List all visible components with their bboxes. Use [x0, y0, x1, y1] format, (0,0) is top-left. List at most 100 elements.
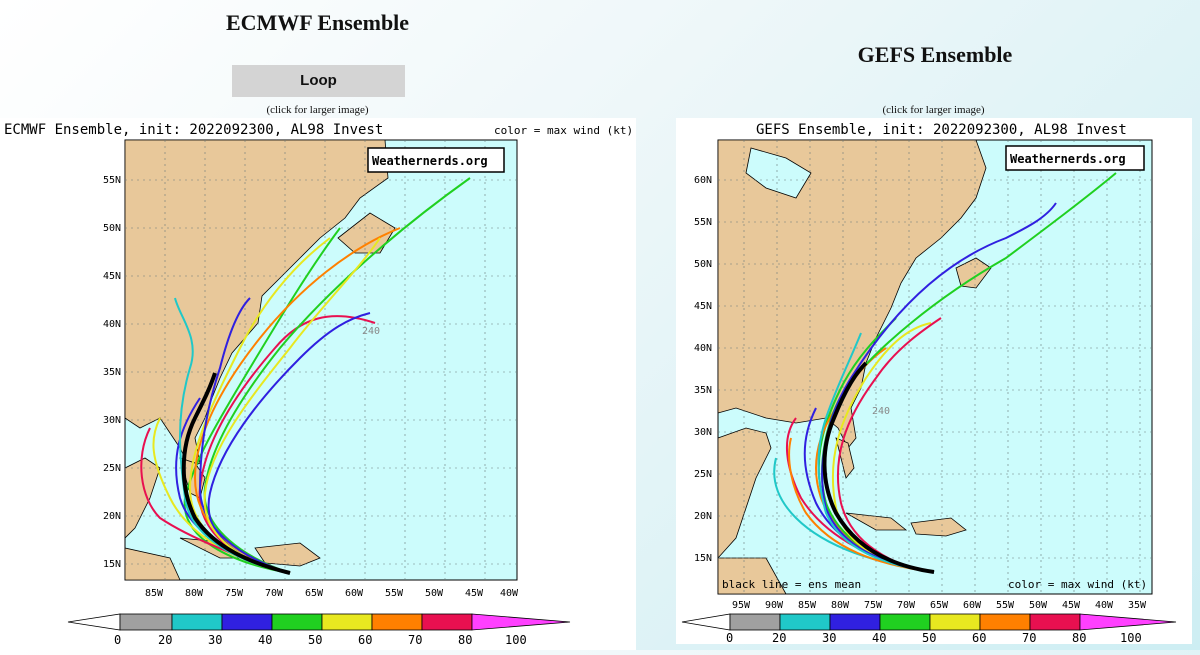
gefs-lat-labels: 60N 55N 50N 45N 40N 35N 30N 25N 20N 15N: [694, 175, 712, 564]
gefs-lon-label: 65W: [930, 600, 949, 611]
colorbar-tick: 0: [114, 633, 121, 647]
colorbar-segment: [67, 613, 121, 631]
colorbar-segment: [681, 613, 731, 631]
gefs-lon-label: 85W: [798, 600, 817, 611]
ecmwf-click-note[interactable]: (click for larger image): [266, 104, 369, 116]
ecmwf-map-image[interactable]: ECMWF Ensemble, init: 2022092300, AL98 I…: [0, 118, 636, 650]
ecmwf-lon-label: 70W: [265, 588, 284, 599]
gefs-lon-label: 35W: [1128, 600, 1147, 611]
gefs-lat-label: 60N: [694, 175, 712, 186]
gefs-lat-label: 25N: [694, 469, 712, 480]
colorbar-segment: [779, 613, 831, 631]
ecmwf-lon-labels: 85W 80W 75W 70W 65W 60W 55W 50W 45W 40W: [145, 588, 519, 599]
gefs-lat-label: 40N: [694, 343, 712, 354]
colorbar-segment: [321, 613, 373, 631]
colorbar-tick: 40: [258, 633, 272, 647]
colorbar-segment: [1079, 613, 1177, 631]
ecmwf-lon-label: 85W: [145, 588, 164, 599]
gefs-hour-label: 240: [872, 406, 890, 417]
colorbar-tick: 40: [872, 631, 886, 644]
gefs-gridlines: [718, 140, 1152, 594]
gefs-color-note: color = max wind (kt): [1008, 578, 1147, 591]
colorbar-tick: 60: [358, 633, 372, 647]
gefs-lat-label: 55N: [694, 217, 712, 228]
ecmwf-lat-label: 25N: [103, 463, 121, 474]
gefs-lat-label: 45N: [694, 301, 712, 312]
ecmwf-watermark-box: [367, 147, 505, 173]
gefs-land: [717, 139, 992, 595]
ecmwf-watermark: Weathernerds.org: [372, 154, 488, 168]
gefs-lon-label: 60W: [963, 600, 982, 611]
gefs-map-title: GEFS Ensemble, init: 2022092300, AL98 In…: [756, 122, 1127, 138]
ecmwf-lat-label: 30N: [103, 415, 121, 426]
gefs-colorbar: [681, 613, 1177, 631]
gefs-map: GEFS Ensemble, init: 2022092300, AL98 In…: [681, 122, 1177, 645]
colorbar-segment: [471, 613, 571, 631]
colorbar-tick: 80: [1072, 631, 1086, 644]
colorbar-tick: 20: [158, 633, 172, 647]
ecmwf-lon-label: 40W: [500, 588, 519, 599]
colorbar-tick: 30: [208, 633, 222, 647]
colorbar-tick: 60: [972, 631, 986, 644]
ecmwf-lon-label: 45W: [465, 588, 484, 599]
gefs-watermark-box: [1005, 145, 1145, 171]
colorbar-segment: [929, 613, 981, 631]
gefs-ensemble-mean: [822, 361, 935, 574]
ecmwf-lon-label: 60W: [345, 588, 364, 599]
gefs-lon-label: 90W: [765, 600, 784, 611]
ecmwf-lat-label: 50N: [103, 223, 121, 234]
gefs-lon-label: 55W: [996, 600, 1015, 611]
ecmwf-lon-label: 55W: [385, 588, 404, 599]
gefs-lon-label: 95W: [732, 600, 751, 611]
colorbar-segment: [1029, 613, 1081, 631]
colorbar-tick: 100: [505, 633, 527, 647]
ecmwf-heading: ECMWF Ensemble: [225, 10, 410, 35]
colorbar-segment: [879, 613, 931, 631]
ecmwf-ensemble-mean: [181, 372, 291, 575]
ecmwf-colorbar-ticks: 0 20 30 40 50 60 70 80 100: [114, 633, 527, 647]
colorbar-segment: [829, 613, 881, 631]
ecmwf-color-note: color = max wind (kt): [494, 124, 633, 137]
colorbar-segment: [171, 613, 223, 631]
gefs-click-note[interactable]: (click for larger image): [882, 104, 985, 116]
ecmwf-lat-label: 40N: [103, 319, 121, 330]
gefs-watermark: Weathernerds.org: [1010, 152, 1126, 166]
ecmwf-hour-label: 240: [362, 326, 380, 337]
gefs-lon-label: 70W: [897, 600, 916, 611]
gefs-map-image[interactable]: GEFS Ensemble, init: 2022092300, AL98 In…: [676, 118, 1192, 645]
ecmwf-lat-label: 15N: [103, 559, 121, 570]
ecmwf-lat-label: 35N: [103, 367, 121, 378]
ecmwf-lat-labels: 55N 50N 45N 40N 35N 30N 25N 20N 15N: [103, 175, 121, 570]
ecmwf-lat-label: 20N: [103, 511, 121, 522]
ecmwf-lat-label: 55N: [103, 175, 121, 186]
ecmwf-map: ECMWF Ensemble, init: 2022092300, AL98 I…: [4, 122, 633, 647]
colorbar-tick: 20: [772, 631, 786, 644]
ecmwf-colorbar: [67, 613, 571, 631]
colorbar-segment: [221, 613, 273, 631]
gefs-mean-note: black line = ens mean: [722, 578, 861, 591]
gefs-lon-label: 45W: [1062, 600, 1081, 611]
colorbar-tick: 0: [726, 631, 733, 644]
ecmwf-lat-label: 45N: [103, 271, 121, 282]
gefs-lat-label: 15N: [694, 553, 712, 564]
gefs-lon-label: 80W: [831, 600, 850, 611]
gefs-lon-labels: 95W 90W 85W 80W 75W 70W 65W 60W 55W 50W …: [732, 600, 1147, 611]
colorbar-tick: 100: [1120, 631, 1142, 644]
ecmwf-lon-label: 75W: [225, 588, 244, 599]
colorbar-tick: 70: [408, 633, 422, 647]
ecmwf-lon-label: 65W: [305, 588, 324, 599]
colorbar-segment: [371, 613, 423, 631]
gefs-lat-label: 50N: [694, 259, 712, 270]
gefs-colorbar-ticks: 0 20 30 40 50 60 70 80 100: [726, 631, 1142, 645]
colorbar-tick: 50: [308, 633, 322, 647]
gefs-lat-label: 20N: [694, 511, 712, 522]
colorbar-segment: [271, 613, 323, 631]
gefs-lon-label: 75W: [864, 600, 883, 611]
colorbar-segment: [979, 613, 1031, 631]
gefs-lon-label: 50W: [1029, 600, 1048, 611]
gefs-heading: GEFS Ensemble: [857, 42, 1013, 67]
loop-button[interactable]: Loop: [232, 65, 405, 97]
ecmwf-map-title: ECMWF Ensemble, init: 2022092300, AL98 I…: [4, 122, 383, 138]
colorbar-tick: 50: [922, 631, 936, 644]
colorbar-tick: 70: [1022, 631, 1036, 644]
